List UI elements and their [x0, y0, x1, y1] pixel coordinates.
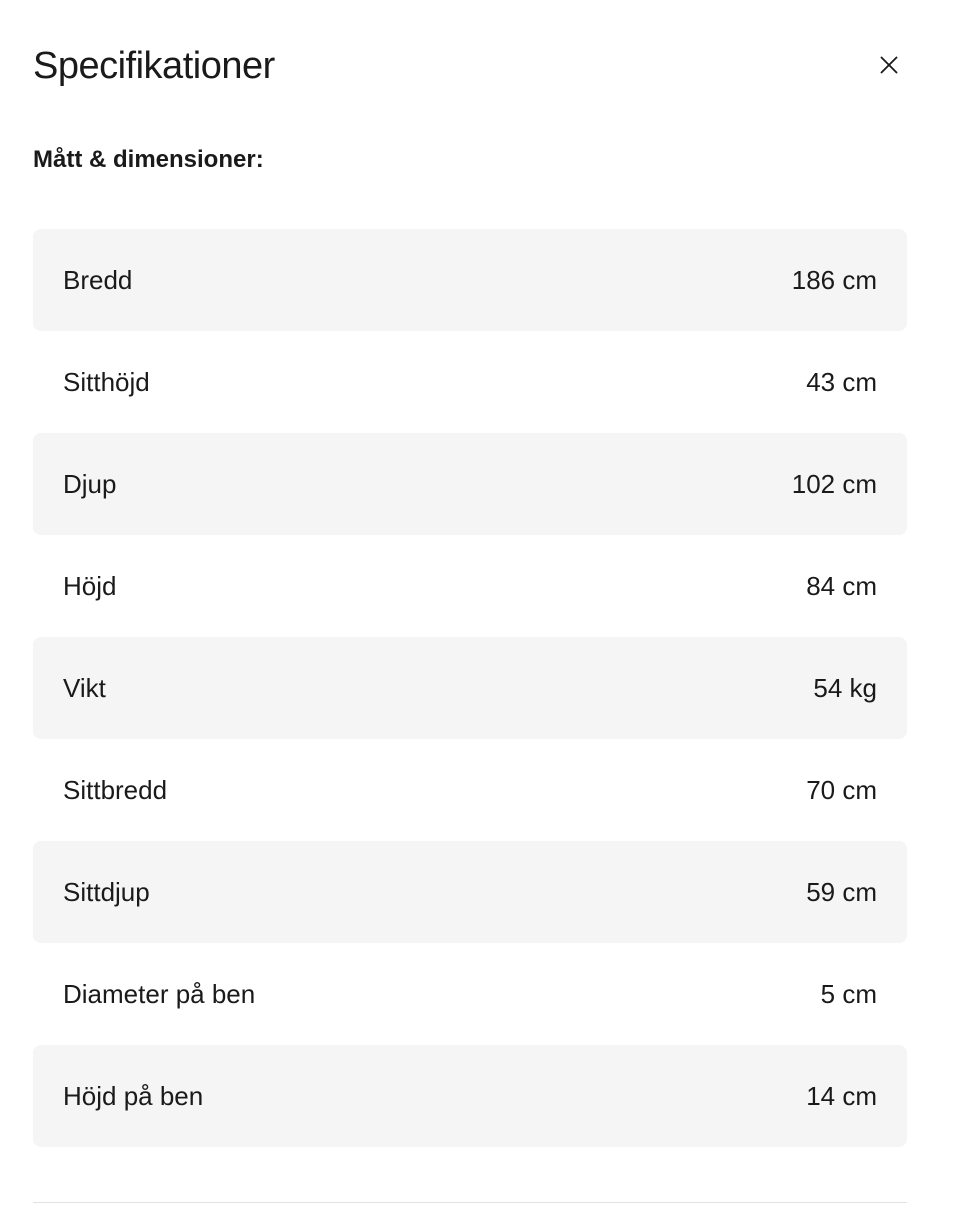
spec-value: 59 cm — [806, 877, 877, 907]
spec-row-sittbredd: Sittbredd 70 cm — [33, 739, 907, 841]
spec-label: Höjd — [63, 571, 117, 601]
spec-row-bredd: Bredd 186 cm — [33, 229, 907, 331]
spec-row-hojd: Höjd 84 cm — [33, 535, 907, 637]
spec-label: Sittdjup — [63, 877, 150, 907]
spec-label: Diameter på ben — [63, 979, 256, 1009]
spec-label: Höjd på ben — [63, 1081, 204, 1111]
spec-label: Vikt — [63, 673, 106, 703]
spec-row-vikt: Vikt 54 kg — [33, 637, 907, 739]
modal-title: Specifikationer — [33, 45, 275, 87]
spec-label: Bredd — [63, 265, 133, 295]
modal-header: Specifikationer — [0, 0, 960, 90]
spec-label: Sittbredd — [63, 775, 168, 805]
spec-row-sittdjup: Sittdjup 59 cm — [33, 841, 907, 943]
spec-row-hojd-pa-ben: Höjd på ben 14 cm — [33, 1045, 907, 1147]
spec-row-djup: Djup 102 cm — [33, 433, 907, 535]
spec-value: 5 cm — [820, 979, 877, 1009]
close-icon — [879, 55, 899, 75]
spec-label: Djup — [63, 469, 117, 499]
spec-value: 54 kg — [813, 673, 877, 703]
close-button[interactable] — [871, 47, 907, 83]
spec-value: 70 cm — [806, 775, 877, 805]
spec-value: 186 cm — [791, 265, 877, 295]
spec-row-sitthojd: Sitthöjd 43 cm — [33, 331, 907, 433]
spec-value: 102 cm — [791, 469, 877, 499]
spec-label: Sitthöjd — [63, 367, 150, 397]
spec-value: 43 cm — [806, 367, 877, 397]
spec-value: 14 cm — [806, 1081, 877, 1111]
section-heading: Mått & dimensioner: — [33, 146, 264, 173]
spec-list: Bredd 186 cm Sitthöjd 43 cm Djup 102 cm … — [33, 229, 907, 1147]
bottom-divider — [33, 1202, 907, 1203]
spec-value: 84 cm — [806, 571, 877, 601]
spec-row-diameter-pa-ben: Diameter på ben 5 cm — [33, 943, 907, 1045]
